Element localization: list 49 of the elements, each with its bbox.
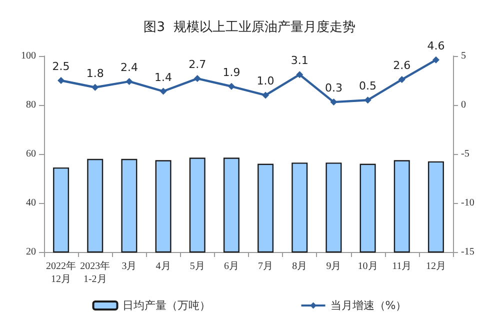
- data-label: 0.5: [359, 80, 377, 93]
- data-label: 1.0: [256, 74, 274, 88]
- x-tick-label: 2022年 12月: [46, 260, 76, 285]
- point: [58, 77, 65, 84]
- point: [194, 75, 201, 82]
- data-label: 1.8: [86, 66, 104, 80]
- x-tick-label: 10月: [358, 261, 378, 272]
- point: [262, 92, 270, 99]
- point: [398, 76, 406, 84]
- y-tick-label: 60: [26, 148, 36, 160]
- chart-title: 图3 规模以上工业原油产量月度走势: [144, 19, 356, 35]
- y2-tick-label: -10: [461, 198, 474, 208]
- x-tick-label: 8月: [292, 261, 308, 272]
- y2-tick-label: -5: [461, 148, 470, 160]
- x-tick-label: 7月: [258, 261, 274, 272]
- legend-label: 当月增速（%）: [330, 299, 407, 312]
- point: [330, 98, 338, 106]
- x-tick-label: 6月: [224, 261, 239, 272]
- point: [432, 56, 440, 64]
- point: [296, 71, 304, 78]
- y-tick-label: 40: [26, 198, 36, 208]
- y-tick-label: 20: [26, 246, 36, 258]
- data-label: 0.3: [324, 82, 342, 95]
- point: [126, 78, 133, 85]
- y-tick-label: 100: [21, 50, 36, 62]
- point: [160, 88, 167, 95]
- x-tick-label: 5月: [190, 261, 205, 272]
- data-label: 1.4: [154, 70, 172, 84]
- x-tick-label: 11月: [392, 261, 412, 272]
- point: [364, 96, 372, 104]
- data-label: 2.6: [393, 59, 411, 72]
- data-label: 2.7: [188, 58, 206, 72]
- y-tick-label: 80: [26, 100, 36, 110]
- x-tick-label: 2023年 1-2月: [80, 260, 110, 285]
- x-tick-label: 9月: [326, 261, 342, 272]
- x-tick-label: 3月: [122, 261, 137, 272]
- data-label: 1.9: [222, 66, 240, 79]
- point: [228, 82, 235, 90]
- y2-tick-label: 0: [461, 100, 466, 110]
- x-tick-label: 4月: [156, 261, 171, 272]
- legend-label: 日均产量（万吨）: [122, 299, 210, 312]
- data-label: 3.1: [290, 54, 308, 68]
- y2-tick-label: -15: [461, 246, 474, 258]
- y2-tick-label: 5: [461, 50, 466, 62]
- x-tick-label: 12月: [426, 261, 446, 272]
- data-label: 2.5: [52, 60, 70, 73]
- data-label: 4.6: [427, 39, 445, 52]
- point: [92, 84, 99, 91]
- data-label: 2.4: [120, 60, 138, 74]
